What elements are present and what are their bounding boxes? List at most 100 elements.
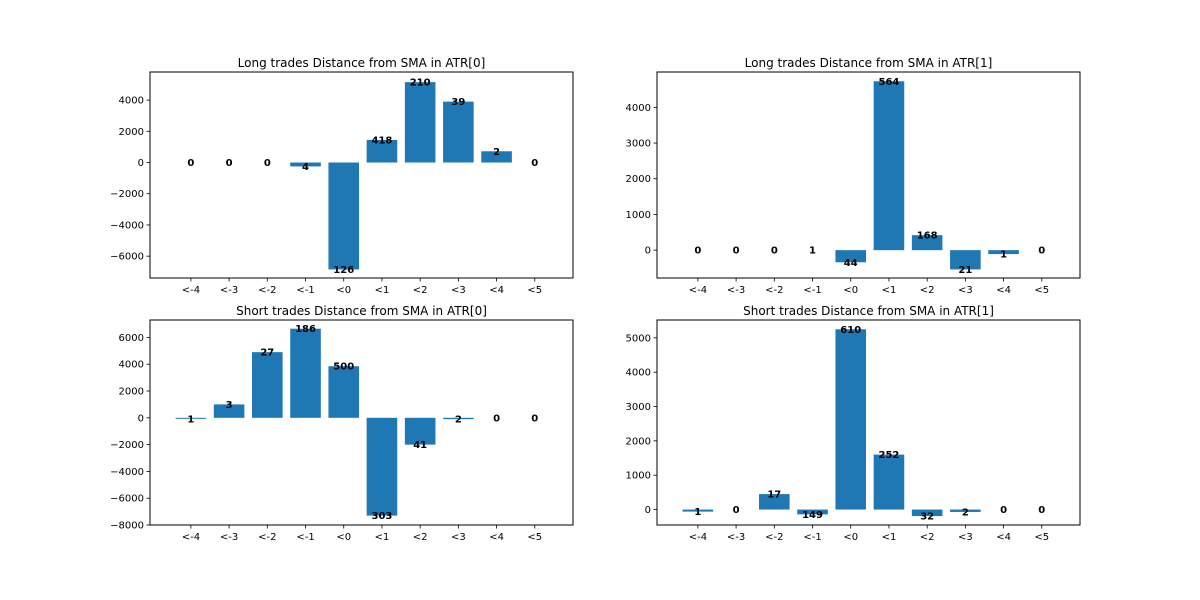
axes-frame [149, 319, 574, 526]
x-tick-label: <5 [1034, 532, 1049, 543]
x-tick-label: <1 [882, 285, 897, 296]
x-tick-label: <-2 [765, 285, 783, 296]
y-tick-label: 0 [645, 505, 651, 516]
bar-<1 [366, 417, 398, 516]
subplot-short-atr0: Short trades Distance from SMA in ATR[0]… [110, 304, 574, 543]
x-tick-label: <-4 [182, 285, 200, 296]
y-tick-label: −8000 [110, 521, 144, 532]
y-tick-label: −2000 [110, 440, 144, 451]
data-label: 0 [733, 246, 740, 257]
data-label: 564 [879, 77, 900, 88]
data-label: 418 [372, 135, 393, 146]
bar-<3 [950, 250, 981, 270]
data-label: 0 [694, 246, 701, 257]
x-tick-label: <4 [489, 532, 504, 543]
x-tick-label: <2 [413, 532, 428, 543]
subplot-long-atr1: Long trades Distance from SMA in ATR[1] … [626, 56, 1081, 296]
bar-<-4 [682, 509, 714, 512]
x-tick-label: <3 [958, 532, 973, 543]
y-tick-label: 4000 [626, 368, 651, 379]
x-tick-label: <-1 [803, 285, 821, 296]
data-label: 500 [333, 362, 354, 373]
bar-<1 [873, 454, 905, 510]
y-tick-label: 3000 [626, 139, 651, 150]
x-tick-label: <-4 [689, 532, 707, 543]
x-tick-label: <-2 [258, 532, 276, 543]
data-label: 168 [917, 231, 938, 242]
x-tick-label: <2 [920, 532, 935, 543]
y-tick-label: 4000 [119, 360, 144, 371]
bar-<4 [988, 250, 1019, 255]
x-tick-label: <-1 [803, 532, 821, 543]
x-tick-label: <1 [375, 532, 390, 543]
x-tick-label: <-4 [182, 532, 200, 543]
data-label: 0 [493, 413, 500, 424]
x-tick-label: <1 [882, 532, 897, 543]
x-tick-label: <-3 [220, 532, 238, 543]
x-tick-label: <2 [413, 285, 428, 296]
data-label: 0 [187, 158, 194, 169]
chart-title: Short trades Distance from SMA in ATR[1] [743, 304, 994, 318]
data-label: 610 [840, 325, 861, 336]
x-tick-label: <4 [996, 285, 1011, 296]
y-tick-label: 2000 [626, 436, 651, 447]
bar-<2 [911, 509, 943, 517]
data-label: 0 [531, 158, 538, 169]
bar-<4 [481, 151, 512, 163]
y-tick-label: 1000 [626, 210, 651, 221]
x-tick-label: <0 [843, 532, 858, 543]
x-tick-label: <-3 [220, 285, 238, 296]
x-tick-label: <-1 [296, 285, 314, 296]
data-label: 1 [809, 246, 816, 257]
data-label: 0 [1000, 505, 1007, 516]
data-label: 1 [694, 507, 701, 518]
y-tick-label: 3000 [626, 402, 651, 413]
data-label: 21 [958, 265, 972, 276]
data-label: 41 [413, 440, 427, 451]
data-label: 44 [844, 258, 858, 269]
axes-frame [656, 71, 1081, 279]
x-tick-label: <5 [527, 285, 542, 296]
y-tick-label: 0 [138, 413, 144, 424]
y-tick-label: −6000 [110, 494, 144, 505]
data-label: 210 [410, 78, 431, 89]
bar-<3 [443, 417, 474, 420]
x-tick-label: <3 [958, 285, 973, 296]
y-tick-label: −6000 [110, 252, 144, 263]
y-tick-label: 5000 [626, 333, 651, 344]
data-label: 2 [962, 507, 969, 518]
bar-<0 [835, 329, 867, 510]
chart-title: Long trades Distance from SMA in ATR[1] [745, 56, 993, 70]
data-label: 2 [493, 147, 500, 158]
x-tick-label: <3 [451, 285, 466, 296]
y-tick-label: 2000 [119, 127, 144, 138]
x-tick-label: <5 [527, 532, 542, 543]
data-label: 0 [733, 505, 740, 516]
y-tick-label: 4000 [119, 96, 144, 107]
y-tick-label: 4000 [626, 103, 651, 114]
bar-<2 [404, 417, 436, 445]
chart-title: Short trades Distance from SMA in ATR[0] [236, 304, 487, 318]
data-label: 0 [264, 158, 271, 169]
x-tick-label: <0 [336, 532, 351, 543]
bar-<-4 [175, 417, 207, 419]
axes-frame [656, 319, 1081, 526]
x-tick-label: <0 [843, 285, 858, 296]
x-tick-label: <4 [489, 285, 504, 296]
data-label: 303 [372, 511, 393, 522]
data-label: 1 [187, 414, 194, 425]
bar-<-3 [213, 404, 245, 418]
bar-<-1 [290, 328, 321, 418]
x-tick-label: <-4 [689, 285, 707, 296]
y-tick-label: 2000 [119, 387, 144, 398]
x-tick-label: <-3 [727, 532, 745, 543]
data-label: 186 [295, 324, 316, 335]
y-tick-label: 0 [138, 158, 144, 169]
bar-<-1 [290, 162, 321, 167]
data-label: 4 [302, 162, 309, 173]
x-tick-label: <-1 [296, 532, 314, 543]
bar-<2 [911, 235, 943, 251]
bar-<-2 [759, 494, 790, 510]
